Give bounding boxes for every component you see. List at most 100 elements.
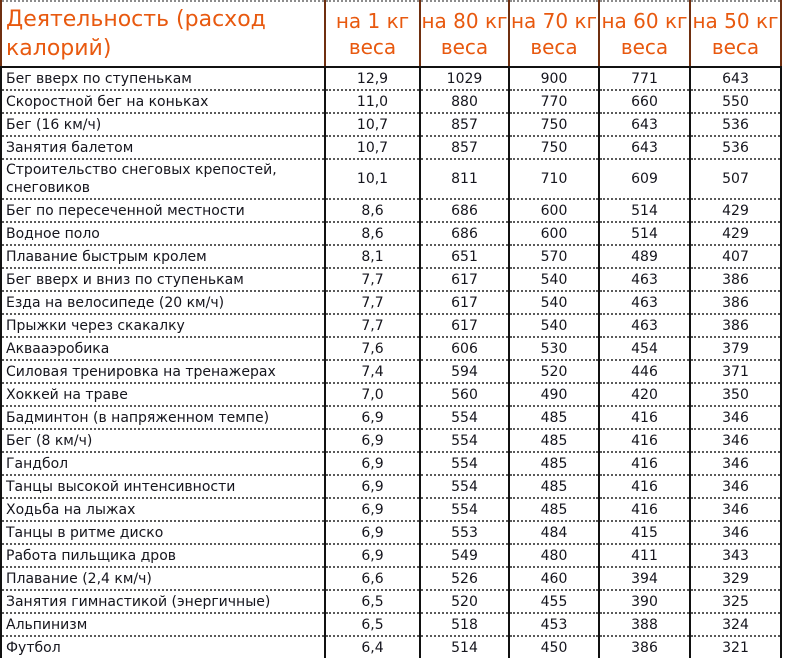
value-cell: 346 (689, 474, 782, 499)
value-cell: 329 (689, 566, 782, 591)
table-row: Хоккей на траве 7,0 560 490 420 350 (0, 382, 782, 407)
value-cell: 7,7 (324, 313, 420, 338)
value-cell: 454 (598, 336, 690, 361)
value-cell: 453 (508, 612, 599, 637)
activity-cell: Занятия балетом (0, 135, 325, 160)
activity-cell: Футбол (0, 635, 325, 658)
value-cell: 480 (508, 543, 599, 568)
activity-cell: Гандбол (0, 451, 325, 476)
value-cell: 485 (508, 474, 599, 499)
value-cell: 460 (508, 566, 599, 591)
table-row: Бег вверх и вниз по ступенькам 7,7 617 540 4… (0, 267, 782, 292)
value-cell: 771 (598, 67, 690, 91)
value-cell: 420 (598, 382, 690, 407)
value-cell: 554 (419, 451, 509, 476)
value-cell: 600 (508, 221, 599, 246)
value-cell: 770 (508, 89, 599, 114)
table-row: Ходьба на лыжах 6,9 554 485 416 346 (0, 497, 782, 522)
value-cell: 321 (689, 635, 782, 658)
value-cell: 530 (508, 336, 599, 361)
value-cell: 485 (508, 451, 599, 476)
activity-cell: Аквааэробика (0, 336, 325, 361)
value-cell: 554 (419, 405, 509, 430)
value-cell: 857 (419, 112, 509, 137)
value-cell: 489 (598, 244, 690, 269)
table-row: Альпинизм 6,5 518 453 388 324 (0, 612, 782, 637)
value-cell: 6,9 (324, 520, 420, 545)
value-cell: 485 (508, 497, 599, 522)
value-cell: 520 (419, 589, 509, 614)
table-row: Гандбол 6,9 554 485 416 346 (0, 451, 782, 476)
value-cell: 857 (419, 135, 509, 160)
value-cell: 379 (689, 336, 782, 361)
value-cell: 343 (689, 543, 782, 568)
activity-cell: Бег (8 км/ч) (0, 428, 325, 453)
value-cell: 490 (508, 382, 599, 407)
column-header-per-50kg: на 50 кг веса (689, 1, 782, 69)
value-cell: 526 (419, 566, 509, 591)
value-cell: 346 (689, 405, 782, 430)
value-cell: 617 (419, 313, 509, 338)
value-cell: 660 (598, 89, 690, 114)
activity-cell: Плавание быстрым кролем (0, 244, 325, 269)
value-cell: 6,9 (324, 543, 420, 568)
table-row: Бег по пересеченной местности 8,6 686 600 51… (0, 198, 782, 223)
table-row: Строительство снеговых крепостей, снегов… (0, 158, 782, 200)
table-body: Бег вверх по ступенькам 12,9 1029 900 771 643… (0, 67, 782, 658)
table-row: Бег (16 км/ч) 10,7 857 750 643 536 (0, 112, 782, 137)
table-row: Бег вверх по ступенькам 12,9 1029 900 771 643 (0, 67, 782, 91)
activity-cell: Занятия гимнастикой (энергичные) (0, 589, 325, 614)
value-cell: 609 (598, 158, 690, 200)
value-cell: 514 (419, 635, 509, 658)
value-cell: 651 (419, 244, 509, 269)
activity-cell: Бег (16 км/ч) (0, 112, 325, 137)
value-cell: 520 (508, 359, 599, 384)
column-header-per-70kg: на 70 кг веса (508, 1, 599, 69)
value-cell: 750 (508, 135, 599, 160)
activity-cell: Бадминтон (в напряженном темпе) (0, 405, 325, 430)
value-cell: 11,0 (324, 89, 420, 114)
value-cell: 416 (598, 405, 690, 430)
value-cell: 485 (508, 405, 599, 430)
activity-cell: Бег вверх и вниз по ступенькам (0, 267, 325, 292)
value-cell: 514 (598, 221, 690, 246)
value-cell: 710 (508, 158, 599, 200)
value-cell: 617 (419, 290, 509, 315)
value-cell: 514 (598, 198, 690, 223)
value-cell: 429 (689, 221, 782, 246)
value-cell: 325 (689, 589, 782, 614)
column-header-per-60kg: на 60 кг веса (598, 1, 690, 69)
value-cell: 484 (508, 520, 599, 545)
value-cell: 450 (508, 635, 599, 658)
value-cell: 8,6 (324, 221, 420, 246)
value-cell: 8,1 (324, 244, 420, 269)
value-cell: 6,4 (324, 635, 420, 658)
value-cell: 386 (598, 635, 690, 658)
activity-cell: Плавание (2,4 км/ч) (0, 566, 325, 591)
value-cell: 550 (689, 89, 782, 114)
column-header-activity: Деятельность (расход калорий) (0, 1, 325, 69)
value-cell: 7,7 (324, 267, 420, 292)
value-cell: 386 (689, 290, 782, 315)
column-header-per-1kg: на 1 кг веса (324, 1, 420, 69)
value-cell: 643 (598, 135, 690, 160)
value-cell: 554 (419, 474, 509, 499)
value-cell: 10,1 (324, 158, 420, 200)
table-row: Скоростной бег на коньках 11,0 880 770 660 55… (0, 89, 782, 114)
value-cell: 606 (419, 336, 509, 361)
table-row: Занятия гимнастикой (энергичные) 6,5 520 45… (0, 589, 782, 614)
value-cell: 750 (508, 112, 599, 137)
value-cell: 686 (419, 221, 509, 246)
value-cell: 415 (598, 520, 690, 545)
table-row: Аквааэробика 7,6 606 530 454 379 (0, 336, 782, 361)
table-row: Прыжки через скакалку 7,7 617 540 463 386 (0, 313, 782, 338)
value-cell: 10,7 (324, 135, 420, 160)
table-row: Футбол 6,4 514 450 386 321 (0, 635, 782, 658)
table-header-row: Деятельность (расход калорий) на 1 кг ве… (0, 1, 782, 69)
value-cell: 643 (598, 112, 690, 137)
value-cell: 7,6 (324, 336, 420, 361)
value-cell: 324 (689, 612, 782, 637)
value-cell: 446 (598, 359, 690, 384)
value-cell: 6,9 (324, 474, 420, 499)
value-cell: 811 (419, 158, 509, 200)
